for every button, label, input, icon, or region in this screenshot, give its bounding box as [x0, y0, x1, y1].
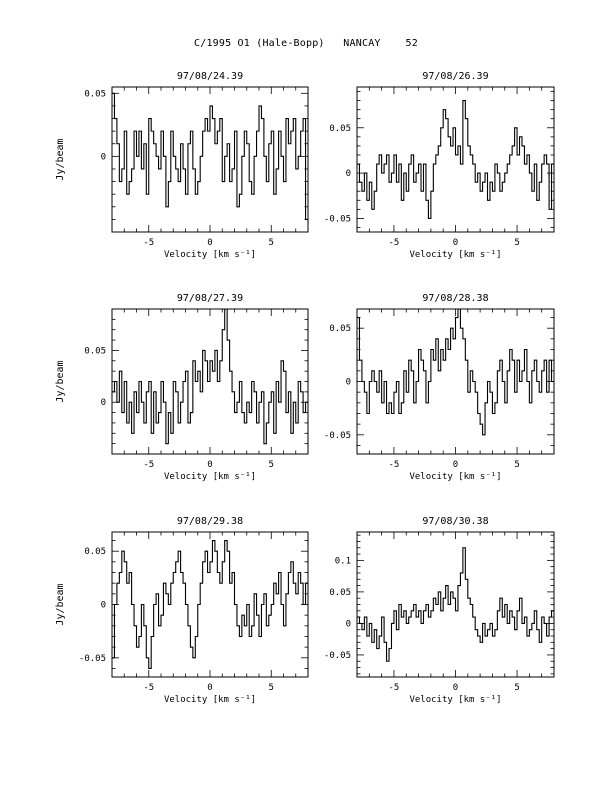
x-tick-label: 5 — [269, 460, 274, 470]
y-axis-label: Jy/beam — [55, 138, 66, 180]
x-tick-label: -5 — [143, 238, 154, 248]
x-tick-label: 5 — [514, 683, 519, 693]
spectrum-panel: -5 0 5 0 0.05 97/08/27.39 Velocity [km s⁻¹] Jy/… — [55, 293, 309, 482]
x-axis-label: Velocity [km s⁻¹] — [409, 472, 501, 482]
y-tick-label: 0 — [101, 152, 106, 162]
spectrum-line — [357, 308, 554, 436]
x-axis-label: Velocity [km s⁻¹] — [164, 695, 256, 705]
x-tick-label: 0 — [207, 683, 212, 693]
spectrum-line — [357, 547, 554, 662]
x-tick-label: -5 — [143, 460, 154, 470]
panel-title: 97/08/26.39 — [422, 71, 488, 82]
y-tick-label: 0.1 — [335, 556, 351, 566]
x-tick-label: 5 — [269, 238, 274, 248]
spectrum-panel: -5 0 5 -0.05 0 0.05 97/08/29.38 Velocity [km s⁻… — [55, 516, 309, 705]
x-tick-label: 0 — [453, 238, 458, 248]
x-tick-label: -5 — [389, 683, 400, 693]
y-tick-label: -0.05 — [324, 651, 351, 661]
panel-title: 97/08/28.38 — [422, 293, 488, 304]
spectrum-panel: -5 0 5 0 0.05 97/08/24.39 Velocity [km s⁻¹] Jy/… — [55, 71, 309, 260]
y-tick-label: 0 — [101, 601, 106, 611]
y-tick-label: 0.05 — [84, 547, 106, 557]
y-tick-label: -0.05 — [79, 654, 106, 664]
x-tick-label: -5 — [389, 238, 400, 248]
y-tick-label: 0 — [346, 169, 351, 179]
y-axis-label: Jy/beam — [55, 583, 66, 625]
spectrum-line — [112, 92, 308, 220]
x-axis-label: Velocity [km s⁻¹] — [164, 472, 256, 482]
y-tick-label: 0 — [346, 378, 351, 388]
x-tick-label: 0 — [207, 238, 212, 248]
x-tick-label: 5 — [514, 238, 519, 248]
spectrum-panel: -5 0 5 -0.05 0 0.05 0.1 97/08/30.38 Velocity [km… — [324, 516, 555, 705]
panel-title: 97/08/30.38 — [422, 516, 488, 527]
y-tick-label: 0 — [101, 398, 106, 408]
y-tick-label: 0.05 — [84, 89, 106, 99]
page-title: C/1995 O1 (Hale-Bopp) NANCAY 52 — [194, 38, 418, 49]
y-tick-label: 0 — [346, 619, 351, 629]
x-tick-label: 5 — [514, 460, 519, 470]
y-tick-label: -0.05 — [324, 431, 351, 441]
y-tick-label: -0.05 — [324, 214, 351, 224]
spectrum-line — [112, 308, 308, 445]
x-tick-label: 0 — [207, 460, 212, 470]
spectrum-panel: -5 0 5 -0.05 0 0.05 97/08/26.39 Velocity [km s⁻… — [324, 71, 555, 260]
spectrum-line — [112, 539, 308, 670]
x-axis-label: Velocity [km s⁻¹] — [409, 250, 501, 260]
x-tick-label: -5 — [143, 683, 154, 693]
x-axis-label: Velocity [km s⁻¹] — [409, 695, 501, 705]
y-tick-label: 0.05 — [84, 346, 106, 356]
panel-title: 97/08/24.39 — [177, 71, 243, 82]
x-axis-label: Velocity [km s⁻¹] — [164, 250, 256, 260]
y-axis-label: Jy/beam — [55, 360, 66, 402]
spectrum-panel: -5 0 5 -0.05 0 0.05 97/08/28.38 Velocity [km s⁻… — [324, 293, 555, 482]
y-tick-label: 0.05 — [329, 324, 351, 334]
y-tick-label: 0.05 — [329, 124, 351, 134]
x-tick-label: 5 — [269, 683, 274, 693]
spectrum-line — [357, 100, 554, 219]
panel-title: 97/08/29.38 — [177, 516, 243, 527]
x-tick-label: 0 — [453, 683, 458, 693]
y-tick-label: 0.05 — [329, 588, 351, 598]
x-tick-label: 0 — [453, 460, 458, 470]
panel-title: 97/08/27.39 — [177, 293, 243, 304]
x-tick-label: -5 — [389, 460, 400, 470]
